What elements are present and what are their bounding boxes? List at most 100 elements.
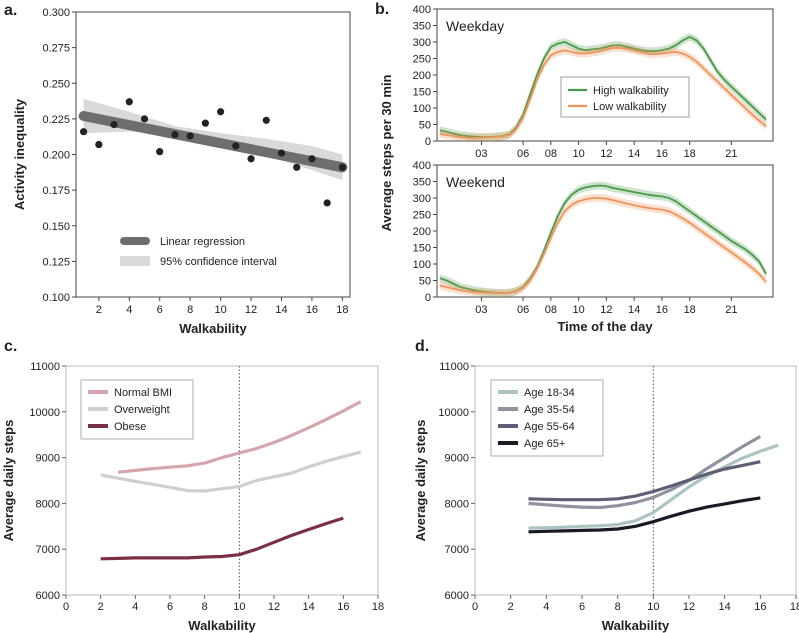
x-tick-label: 21 [725, 148, 737, 160]
y-tick-label: 0 [425, 292, 431, 304]
data-point [140, 115, 149, 123]
y-tick-label: 0.200 [42, 150, 70, 162]
y-tick-label: 250 [413, 210, 431, 222]
x-tick-label: 2 [96, 304, 102, 316]
x-tick-label: 18 [684, 304, 696, 316]
y-axis-label: Average daily steps [1, 420, 16, 542]
y-tick-label: 8000 [445, 498, 469, 510]
x-tick-label: 10 [214, 304, 226, 316]
x-tick-label: 6 [579, 601, 585, 613]
x-tick-label: 14 [719, 601, 731, 613]
y-tick-label: 7000 [36, 544, 60, 556]
x-tick-label: 4 [132, 601, 138, 613]
data-point [293, 163, 301, 171]
x-tick-label: 14 [275, 304, 287, 316]
x-tick-label: 06 [517, 148, 529, 160]
x-tick-label: 10 [572, 304, 584, 316]
data-point [125, 98, 133, 106]
x-tick-label: 08 [545, 148, 557, 160]
x-tick-label: 0 [63, 601, 69, 613]
data-point [171, 130, 179, 139]
data-point [308, 155, 316, 163]
y-tick-label: 11000 [439, 361, 469, 373]
data-point [217, 108, 225, 116]
y-tick-label: 0.100 [42, 292, 70, 304]
y-tick-label: 100 [413, 103, 431, 115]
y-tick-label: 10000 [438, 407, 469, 419]
legend-box [560, 76, 690, 118]
data-point [80, 128, 88, 136]
y-tick-label: 200 [413, 70, 431, 82]
legend-label: Obese [114, 421, 146, 433]
x-tick-label: 6 [157, 304, 163, 316]
x-tick-label: 16 [656, 148, 668, 160]
legend-label: Age 18-34 [524, 387, 575, 399]
series-line-age-18-34 [528, 443, 779, 530]
x-axis-label: Walkability [188, 618, 256, 633]
data-point [338, 163, 346, 171]
data-point [156, 148, 164, 156]
series-line-age-55-64 [528, 460, 761, 502]
x-tick-label: 0 [472, 601, 478, 613]
x-tick-label: 18 [684, 148, 696, 160]
y-tick-label: 50 [419, 276, 431, 288]
x-tick-label: 16 [337, 601, 349, 613]
x-tick-label: 06 [517, 304, 529, 316]
y-tick-label: 9000 [36, 453, 60, 465]
y-tick-label: 0.275 [42, 43, 70, 55]
axes-frame-c [65, 365, 379, 596]
x-tick-label: 03 [475, 304, 487, 316]
x-tick-label: 16 [656, 304, 668, 316]
panel-b-weekday: 0 50 100 150 200 250 300 350 400 03 06 08 10 12 14 16 18… [413, 4, 774, 160]
regression-line [78, 111, 348, 173]
x-tick-label: 18 [790, 601, 799, 613]
y-tick-label: 10000 [29, 407, 60, 419]
y-tick-label: 0.125 [42, 256, 70, 268]
data-point [201, 119, 209, 127]
x-tick-label: 10 [572, 148, 584, 160]
data-point [95, 140, 103, 149]
x-axis-label: Walkability [602, 618, 670, 633]
legend-label: High walkability [593, 85, 669, 97]
data-point [262, 116, 270, 124]
y-tick-label: 0 [425, 136, 431, 148]
x-tick-label: 18 [372, 601, 384, 613]
series-line-normal-bmi [117, 400, 362, 474]
inset-title: Weekend [446, 174, 505, 190]
series-band-low-walkability [439, 194, 767, 297]
series-line-obese [100, 516, 344, 561]
panel-c-bmi: 6000 7000 8000 9000 10000 11000 0 2 4 6 8 10 12 14 16 1… [1, 361, 384, 633]
y-tick-label: 50 [419, 120, 431, 132]
legend-label-regression: Linear regression [160, 236, 245, 248]
panel-label-c: c. [4, 338, 17, 355]
panel-label-d: d. [415, 338, 429, 355]
x-tick-label: 14 [628, 148, 640, 160]
x-tick-label: 14 [628, 304, 640, 316]
x-tick-label: 18 [336, 304, 348, 316]
data-point [110, 120, 118, 129]
y-tick-label: 0.250 [42, 78, 70, 90]
y-tick-label: 400 [413, 160, 431, 172]
data-point [323, 199, 331, 207]
x-tick-label: 12 [600, 148, 612, 160]
x-tick-label: 8 [615, 601, 621, 613]
y-axis-label: Average daily steps [413, 420, 428, 542]
y-tick-label: 300 [413, 37, 431, 49]
series-band-high-walkability [439, 181, 767, 297]
panel-a-activity-inequality: 0.100 0.125 0.150 0.175 0.200 0.225 0.250 0.275… [12, 7, 351, 336]
x-tick-label: 4 [543, 601, 549, 613]
x-tick-label: 08 [545, 304, 557, 316]
legend-label: Overweight [114, 404, 170, 416]
x-tick-label: 21 [725, 304, 737, 316]
legend-swatch-ci [120, 256, 150, 266]
series-line-low-walkability [439, 197, 767, 294]
series-line-overweight [100, 450, 362, 493]
y-tick-label: 400 [413, 4, 431, 16]
axes-frame-d [474, 365, 797, 596]
y-tick-label: 250 [413, 54, 431, 66]
y-tick-label: 350 [413, 21, 431, 33]
data-point [247, 155, 255, 163]
y-tick-label: 0.300 [42, 7, 70, 19]
y-tick-label: 150 [413, 243, 431, 255]
